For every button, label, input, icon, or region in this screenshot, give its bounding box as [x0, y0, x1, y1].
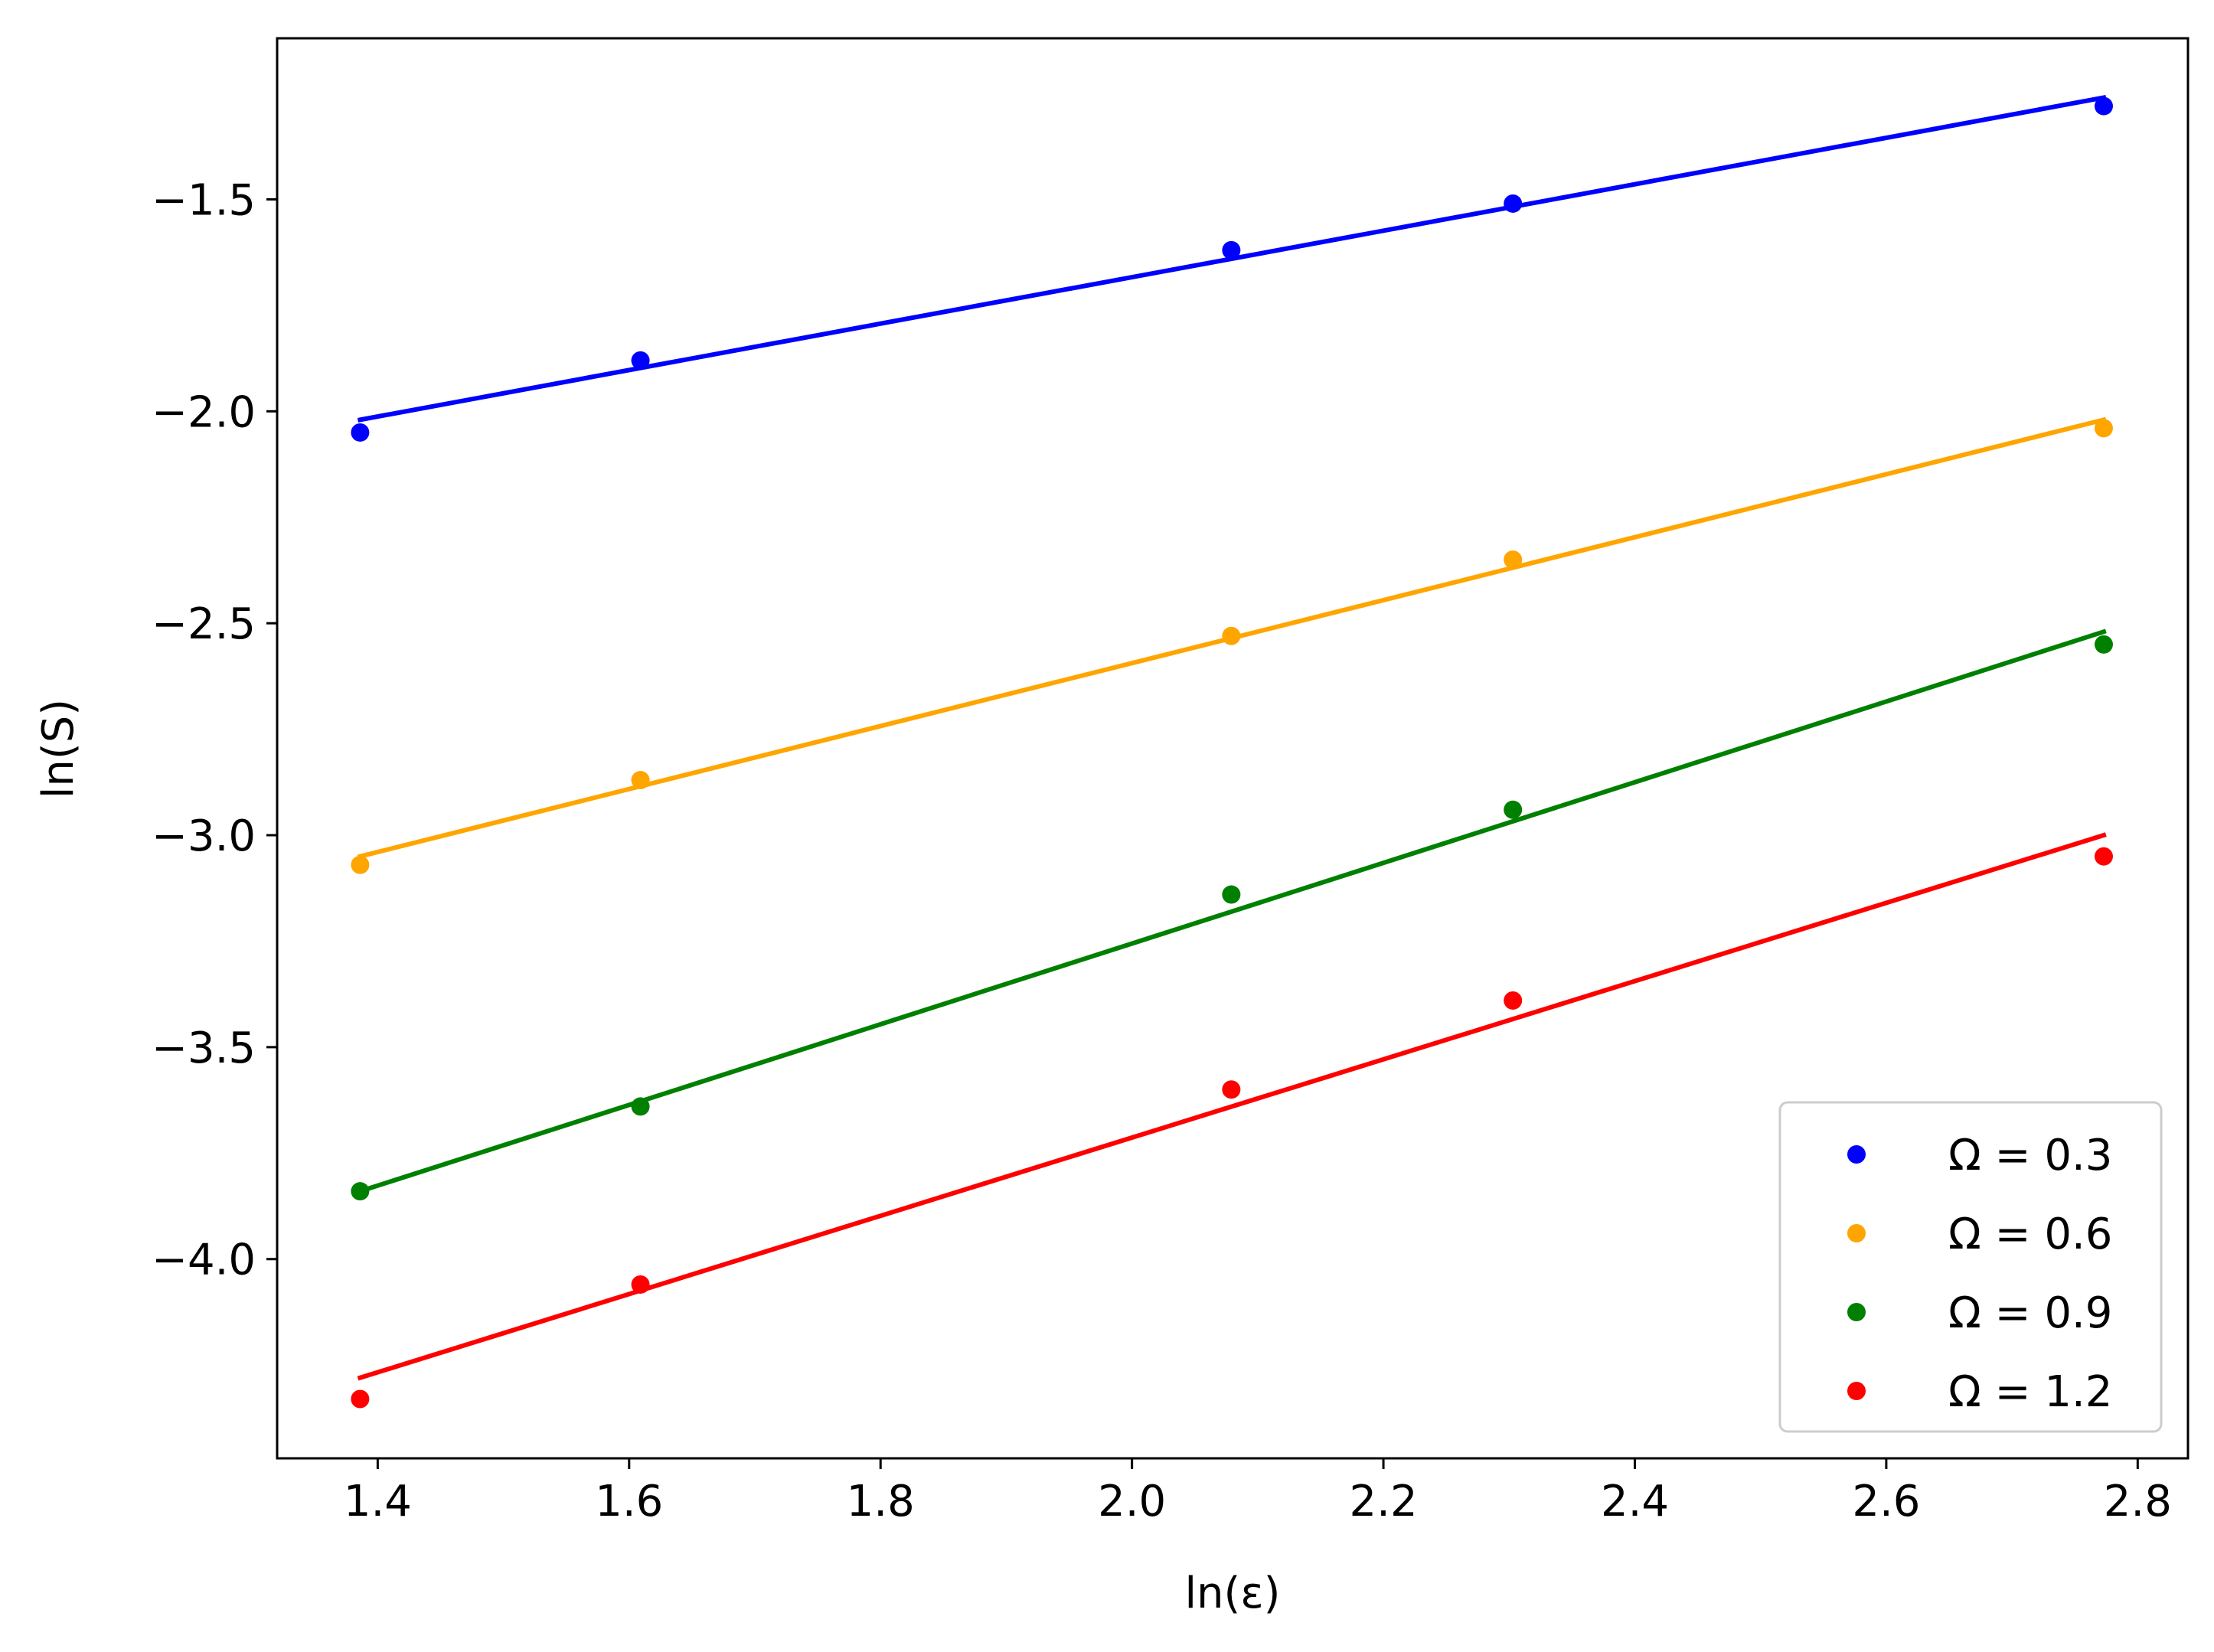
data-point	[1222, 885, 1241, 904]
data-point	[631, 1275, 650, 1294]
y-tick-label: −4.0	[152, 1236, 256, 1285]
y-tick-label: −2.0	[152, 387, 256, 437]
data-points	[351, 96, 2113, 1409]
x-tick-label: 1.8	[847, 1477, 915, 1526]
y-tick-label: −2.5	[152, 599, 256, 649]
legend-label: Ω = 0.3	[1948, 1131, 2112, 1180]
data-point	[351, 1389, 370, 1409]
legend-marker	[1847, 1145, 1866, 1164]
x-axis-label: ln(ε)	[1184, 1569, 1280, 1618]
data-point	[2094, 419, 2113, 438]
y-axis: −4.0 −3.5 −3.0 −2.5 −2.0 −1.5	[152, 175, 277, 1285]
x-tick-label: 2.8	[2104, 1477, 2172, 1526]
data-point	[351, 423, 370, 442]
x-tick-label: 2.2	[1350, 1477, 1418, 1526]
data-point	[351, 855, 370, 874]
data-point	[2094, 96, 2113, 116]
data-point	[1504, 550, 1523, 570]
data-point	[631, 351, 650, 370]
data-point	[2094, 847, 2113, 866]
y-tick-label: −3.0	[152, 811, 256, 861]
legend: Ω = 0.3 Ω = 0.6 Ω = 0.9 Ω = 1.2	[1778, 1101, 2163, 1433]
data-point	[1222, 240, 1241, 260]
data-point	[351, 1182, 370, 1201]
legend-label: Ω = 1.2	[1948, 1367, 2112, 1417]
legend-label: Ω = 0.9	[1948, 1288, 2112, 1338]
data-point	[1504, 800, 1523, 819]
legend-marker	[1847, 1303, 1866, 1321]
x-tick-label: 2.0	[1098, 1477, 1166, 1526]
y-axis-label: ln(S)	[34, 699, 83, 798]
y-tick-label: −1.5	[152, 175, 256, 225]
y-tick-label: −3.5	[152, 1024, 256, 1073]
x-axis: 1.4 1.6 1.8 2.0 2.2 2.4 2.6 2.8	[344, 1458, 2172, 1526]
data-point	[1222, 626, 1241, 645]
legend-box	[1778, 1101, 2163, 1433]
legend-marker	[1847, 1382, 1866, 1400]
legend-label: Ω = 0.6	[1948, 1210, 2112, 1259]
data-point	[1504, 194, 1523, 213]
x-tick-label: 2.6	[1852, 1477, 1920, 1526]
data-point	[1504, 991, 1523, 1010]
x-tick-label: 2.4	[1601, 1477, 1669, 1526]
fit-line	[357, 628, 2107, 1194]
fit-line	[357, 832, 2107, 1381]
x-tick-label: 1.4	[344, 1477, 412, 1526]
data-point	[2094, 635, 2113, 654]
plot-frame	[276, 37, 2190, 1460]
data-point	[631, 1097, 650, 1116]
x-tick-label: 1.6	[595, 1477, 663, 1526]
data-point	[631, 771, 650, 790]
data-point	[1222, 1080, 1241, 1099]
legend-marker	[1847, 1224, 1866, 1242]
